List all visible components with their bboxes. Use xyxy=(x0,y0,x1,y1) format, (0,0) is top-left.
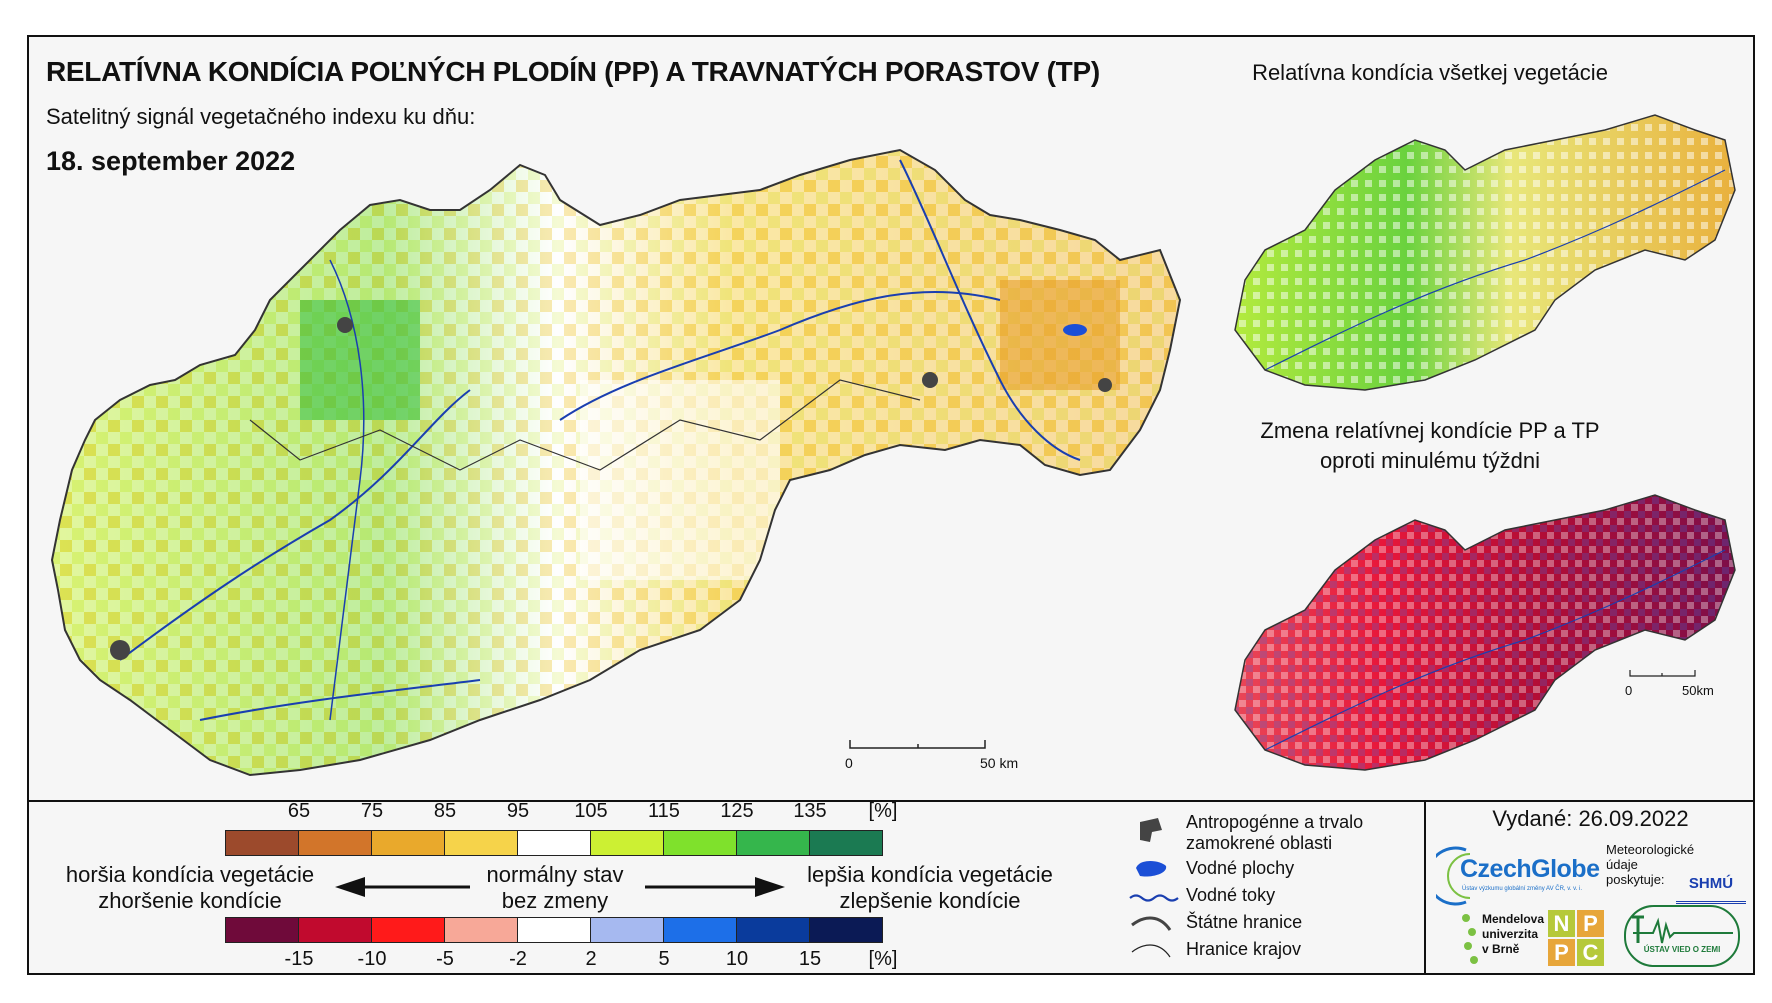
condition-color-swatch xyxy=(809,830,883,856)
inset-bottom-map xyxy=(1234,494,1736,771)
legend-divider xyxy=(27,800,1755,802)
nppc-logo: N P P C xyxy=(1548,910,1604,966)
mendel-dots-icon xyxy=(1462,914,1478,964)
worse-line2: zhoršenie kondície xyxy=(98,888,282,913)
water-bodies-label: Vodné plochy xyxy=(1186,858,1295,878)
urban-label: Antropogénne a trvalo zamokrené oblasti xyxy=(1186,812,1363,854)
inset-bottom-title: Zmena relatívnej kondície PP a TP oproti… xyxy=(1210,416,1650,476)
normal-line1: normálny stav xyxy=(486,862,624,887)
urban-line2: zamokrené oblasti xyxy=(1186,833,1333,853)
condition-color-swatch xyxy=(371,830,445,856)
uvz-text: ÚSTAV VIED O ZEMI xyxy=(1643,945,1721,954)
condition-color-swatch xyxy=(298,830,372,856)
legend-tick: -15 xyxy=(284,948,314,970)
legend-tick: 105 xyxy=(574,800,608,822)
nppc-letter: P xyxy=(1548,939,1575,966)
better-line1: lepšia kondícia vegetácie xyxy=(807,862,1053,887)
legend-tick: 10 xyxy=(725,948,749,970)
condition-color-swatch xyxy=(444,830,518,856)
inset-bottom-title-line2: oproti minulému týždni xyxy=(1319,448,1541,473)
page-subtitle: Satelitný signál vegetačného indexu ku d… xyxy=(46,104,476,129)
legend-tick: 135 xyxy=(793,800,827,822)
condition-color-swatch xyxy=(590,830,664,856)
page-title: RELATÍVNA KONDÍCIA POĽNÝCH PLODÍN (PP) A… xyxy=(46,56,1100,87)
condition-color-swatch xyxy=(225,830,299,856)
change-color-scale xyxy=(225,917,883,943)
urban-line1: Antropogénne a trvalo xyxy=(1186,812,1364,832)
czechglobe-subtitle: Ústav výzkumu globální změny AV ČR, v. v… xyxy=(1462,886,1583,892)
rivers-label: Vodné toky xyxy=(1186,885,1276,905)
inset-scale-bar xyxy=(1629,670,1696,677)
seismograph-icon xyxy=(1632,915,1733,944)
change-color-swatch xyxy=(298,917,372,943)
legend-tick: 125 xyxy=(720,800,754,822)
legend-tick: -2 xyxy=(509,948,527,970)
normal-line2: bez zmeny xyxy=(501,888,609,913)
condition-color-swatch xyxy=(663,830,737,856)
meteo-label: Meteorologické údaje poskytuje: xyxy=(1606,842,1694,887)
legend-tick: 15 xyxy=(798,948,822,970)
change-color-swatch xyxy=(736,917,810,943)
legend-tick: -5 xyxy=(436,948,454,970)
better-label: lepšia kondícia vegetácie zlepšenie kond… xyxy=(780,862,1080,914)
legend-tick: 95 xyxy=(506,800,530,822)
legend-tick: 2 xyxy=(585,948,597,970)
nppc-letter: N xyxy=(1548,910,1575,937)
main-scale-start: 0 xyxy=(845,755,853,771)
meteo-line2: údaje xyxy=(1606,857,1638,872)
inset-bottom-title-line1: Zmena relatívnej kondície PP a TP xyxy=(1260,418,1600,443)
normal-label: normálny stav bez zmeny xyxy=(455,862,655,914)
inset-scale-start: 0 xyxy=(1625,683,1633,698)
condition-color-scale xyxy=(225,830,883,856)
change-color-swatch xyxy=(809,917,883,943)
legend-tick: 65 xyxy=(287,800,311,822)
inset-top-map xyxy=(1234,114,1736,391)
legend-tick: [%] xyxy=(868,948,898,970)
shmu-logo: SHMÚ xyxy=(1676,872,1746,904)
legend-tick: -10 xyxy=(357,948,387,970)
change-color-swatch xyxy=(517,917,591,943)
nppc-letter: C xyxy=(1577,939,1604,966)
state-border-label: Štátne hranice xyxy=(1186,912,1303,932)
legend-tick: 75 xyxy=(360,800,384,822)
meteo-line3: poskytuje: xyxy=(1606,872,1665,887)
change-color-swatch xyxy=(590,917,664,943)
mendel-line2: univerzita xyxy=(1482,927,1539,941)
mendel-label: Mendelova univerzita v Brně xyxy=(1482,912,1544,957)
region-border-label: Hranice krajov xyxy=(1186,939,1302,959)
worse-line1: horšia kondícia vegetácie xyxy=(65,862,315,887)
footer-divider xyxy=(1424,800,1426,975)
signal-date: 18. september 2022 xyxy=(46,146,296,176)
better-line2: zlepšenie kondície xyxy=(839,888,1021,913)
meteo-line1: Meteorologické xyxy=(1606,842,1695,857)
change-color-swatch xyxy=(225,917,299,943)
inset-scale-end: 50km xyxy=(1682,683,1714,698)
worse-label: horšia kondícia vegetácie zhoršenie kond… xyxy=(40,862,340,914)
nppc-letter: P xyxy=(1577,910,1604,937)
legend-tick: 5 xyxy=(658,948,670,970)
uvz-logo: ÚSTAV VIED O ZEMI xyxy=(1624,905,1740,967)
condition-color-swatch xyxy=(517,830,591,856)
change-color-swatch xyxy=(371,917,445,943)
legend-tick: 115 xyxy=(648,800,680,822)
czechglobe-logo xyxy=(1436,846,1471,906)
condition-color-swatch xyxy=(736,830,810,856)
mendel-line3: v Brně xyxy=(1482,942,1520,956)
change-color-swatch xyxy=(663,917,737,943)
mendel-line1: Mendelova xyxy=(1482,912,1545,926)
czechglobe-name: CzechGlobe xyxy=(1460,855,1600,883)
legend-tick: [%] xyxy=(868,800,898,822)
shmu-text: SHMÚ xyxy=(1688,875,1734,892)
change-color-swatch xyxy=(444,917,518,943)
main-scale-end: 50 km xyxy=(980,755,1019,771)
issued-date: Vydané: 26.09.2022 xyxy=(1492,806,1689,831)
inset-top-title: Relatívna kondícia všetkej vegetácie xyxy=(1252,60,1608,85)
legend-tick: 85 xyxy=(433,800,457,822)
main-scale-bar xyxy=(849,740,986,749)
